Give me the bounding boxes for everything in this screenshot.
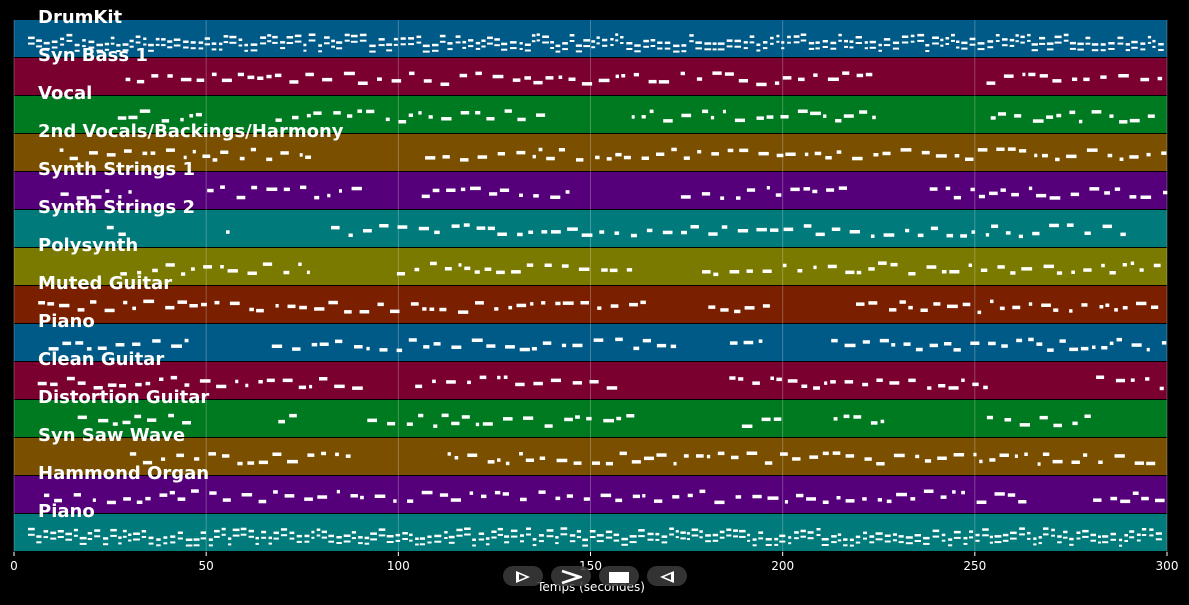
track-lane [14, 96, 1167, 133]
next-button[interactable] [551, 566, 591, 586]
track-lane [14, 210, 1167, 247]
track-name: Vocal [38, 83, 93, 104]
note-pattern [48, 337, 1167, 353]
x-tick-label: 100 [386, 559, 410, 573]
track-name: Synth Strings 1 [38, 159, 196, 180]
track-lane [14, 172, 1167, 209]
track-name: Clean Guitar [38, 349, 165, 370]
track-name: Distortion Guitar [38, 387, 210, 408]
x-tick-label: 300 [1155, 559, 1179, 573]
play-icon [516, 571, 530, 583]
track-lane [14, 134, 1167, 171]
track-name: Synth Strings 2 [38, 197, 196, 218]
chevron-right-icon [561, 569, 582, 585]
note-pattern [38, 299, 1159, 315]
track-name: 2nd Vocals/Backings/Harmony [38, 121, 344, 142]
track-lane [14, 438, 1167, 475]
note-pattern [117, 109, 1155, 124]
rewind-icon [660, 571, 674, 583]
stop-button[interactable] [599, 566, 639, 586]
x-tick-label: 0 [10, 559, 18, 573]
note-pattern [120, 261, 1161, 277]
track-name: Hammond Organ [38, 463, 210, 484]
note-pattern [125, 71, 1163, 87]
note-pattern [60, 185, 1168, 200]
note-pattern [37, 375, 1164, 391]
track-name: Syn Saw Wave [38, 425, 186, 446]
note-pattern [28, 33, 1164, 53]
track-name: Piano [38, 501, 95, 522]
note-pattern [59, 147, 1167, 162]
track-name: DrumKit [38, 7, 123, 28]
track-name: Muted Guitar [38, 273, 173, 294]
note-pattern [44, 489, 1165, 505]
track-name: Syn Bass 1 [38, 45, 148, 66]
x-tick-label: 250 [963, 559, 987, 573]
note-pattern [129, 451, 1156, 466]
note-pattern [106, 223, 1126, 239]
x-tick-label: 50 [198, 559, 214, 573]
track-name: Polysynth [38, 235, 139, 256]
x-tick-label: 200 [771, 559, 795, 573]
previous-button[interactable] [647, 566, 687, 586]
note-pattern [28, 527, 1162, 547]
piano-roll-chart [13, 20, 1168, 556]
stop-icon [609, 572, 629, 583]
track-lane [14, 58, 1167, 95]
play-button[interactable] [503, 566, 543, 586]
track-lane [14, 476, 1167, 513]
track-name: Piano [38, 311, 95, 332]
note-pattern [77, 413, 1091, 428]
